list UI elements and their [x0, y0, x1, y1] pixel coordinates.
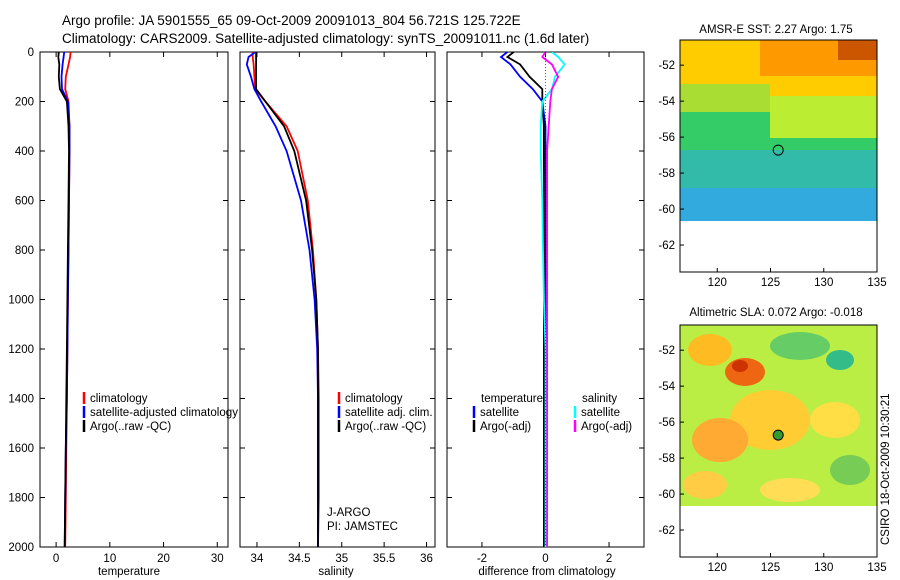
map-y-tick-label: -56	[658, 417, 675, 429]
map-y-tick-label: -58	[658, 168, 675, 180]
x-tick-label: 36	[420, 553, 433, 565]
sst-map-image	[680, 40, 877, 272]
legend-header-salinity: salinity	[582, 393, 617, 405]
x-tick-label: -2	[477, 553, 487, 565]
map-y-tick-label: -60	[658, 204, 675, 216]
sla-map-frame	[679, 324, 878, 558]
salinity-legend: climatology satellite adj. clim. Argo(..…	[327, 392, 433, 533]
x-tick-label: 34	[251, 553, 264, 565]
map-x-tick-label: 120	[708, 562, 727, 574]
sst-map-frame	[679, 39, 878, 273]
legend-label-satellite: satellite-adjusted climatology	[90, 407, 238, 419]
temperature-axes: 0 10 20 30 0 200 400 600 800 1000 1200 1400 1600 1800…	[8, 47, 228, 565]
footer-credit: CSIRO 18-Oct-2009 10:30:21	[880, 394, 892, 546]
y-tick-label: 2000	[8, 542, 34, 554]
y-tick-label: 1600	[8, 443, 34, 455]
y-tick-label: 800	[15, 245, 34, 257]
difference-legend: temperature salinity satellite Argo(-adj…	[472, 393, 632, 433]
x-tick-label: 0	[542, 553, 548, 565]
y-tick-label: 0	[28, 47, 34, 59]
map-x-tick-label: 135	[867, 562, 886, 574]
difference-xlabel: difference from climatology	[478, 566, 615, 578]
legend-label-satellite: satellite adj. clim.	[345, 407, 433, 419]
map-x-tick-label: 135	[867, 277, 886, 289]
sla-map-axes: 120 125 130 135 -52 -54 -56 -58 -60 -62	[658, 345, 886, 574]
legend-label-climatology: climatology	[90, 393, 148, 405]
map-y-tick-label: -54	[658, 96, 675, 108]
difference-axes: -2 0 2	[447, 51, 644, 565]
sst-map-axes: 120 125 130 135 -52 -54 -56 -58 -60 -62	[658, 60, 886, 289]
series-salinity-satellite	[539, 52, 566, 547]
x-tick-label: 35.5	[373, 553, 395, 565]
map-y-tick-label: -62	[658, 240, 675, 252]
series-satellite-adj-clim	[245, 52, 319, 547]
x-tick-label: 35	[335, 553, 348, 565]
salinity-lines	[245, 52, 320, 547]
map-y-tick-label: -52	[658, 345, 675, 357]
salinity-axes: 34 34.5 35 35.5 36	[240, 51, 435, 565]
y-tick-label: 1200	[8, 344, 34, 356]
map-y-tick-label: -58	[658, 453, 675, 465]
map-x-tick-label: 120	[708, 277, 727, 289]
sst-map-title: AMSR-E SST: 2.27 Argo: 1.75	[699, 24, 852, 36]
series-temperature-satellite	[499, 52, 547, 547]
x-tick-label: 34.5	[288, 553, 310, 565]
salinity-panel	[239, 51, 436, 548]
map-x-tick-label: 125	[761, 562, 780, 574]
legend-header-temperature: temperature	[481, 393, 543, 405]
salinity-xlabel: salinity	[318, 566, 353, 578]
series-salinity-argo-adj	[541, 52, 560, 547]
map-y-tick-label: -60	[658, 489, 675, 501]
x-tick-label: 0	[53, 553, 59, 565]
map-x-tick-label: 125	[761, 277, 780, 289]
legend-label-sal-argo: Argo(-adj)	[581, 421, 632, 433]
y-tick-label: 1400	[8, 394, 34, 406]
y-tick-label: 400	[15, 146, 34, 158]
series-argo-raw-qc	[57, 52, 70, 547]
legend-label-sal-satellite: satellite	[581, 407, 620, 419]
temperature-legend: climatology satellite-adjusted climatolo…	[82, 392, 238, 433]
sst-float-marker	[772, 144, 784, 156]
y-tick-label: 600	[15, 196, 34, 208]
x-tick-label: 30	[211, 553, 224, 565]
legend-label-temp-argo: Argo(-adj)	[480, 421, 531, 433]
temperature-xlabel: temperature	[98, 566, 160, 578]
map-y-tick-label: -56	[658, 132, 675, 144]
map-y-tick-label: -52	[658, 60, 675, 72]
series-argo-raw-qc	[255, 52, 319, 547]
map-y-tick-label: -62	[658, 525, 675, 537]
y-tick-label: 200	[15, 97, 34, 109]
legend-label-temp-satellite: satellite	[480, 407, 519, 419]
temperature-lines	[57, 52, 72, 547]
map-y-tick-label: -54	[658, 381, 675, 393]
header-line-1: Argo profile: JA 5901555_65 09-Oct-2009 …	[62, 13, 521, 28]
map-x-tick-label: 130	[814, 562, 833, 574]
sla-map-title: Altimetric SLA: 0.072 Argo: -0.018	[689, 307, 862, 319]
difference-lines	[499, 52, 566, 547]
legend-label-argo: Argo(..raw -QC)	[345, 421, 426, 433]
annotation-jargo: J-ARGO	[327, 507, 371, 519]
annotation-pi: PI: JAMSTEC	[327, 521, 398, 533]
sla-map-image	[680, 325, 877, 557]
map-x-tick-label: 130	[814, 277, 833, 289]
sla-float-marker	[772, 429, 784, 441]
header-line-2: Climatology: CARS2009. Satellite-adjuste…	[62, 31, 589, 46]
legend-label-argo: Argo(..raw -QC)	[90, 421, 171, 433]
series-temperature-argo-adj	[505, 52, 545, 547]
series-climatology	[251, 52, 320, 547]
legend-label-climatology: climatology	[345, 393, 403, 405]
x-tick-label: 10	[103, 553, 116, 565]
x-tick-label: 2	[606, 553, 612, 565]
y-tick-label: 1000	[8, 295, 34, 307]
x-tick-label: 20	[157, 553, 170, 565]
y-tick-label: 1800	[8, 493, 34, 505]
